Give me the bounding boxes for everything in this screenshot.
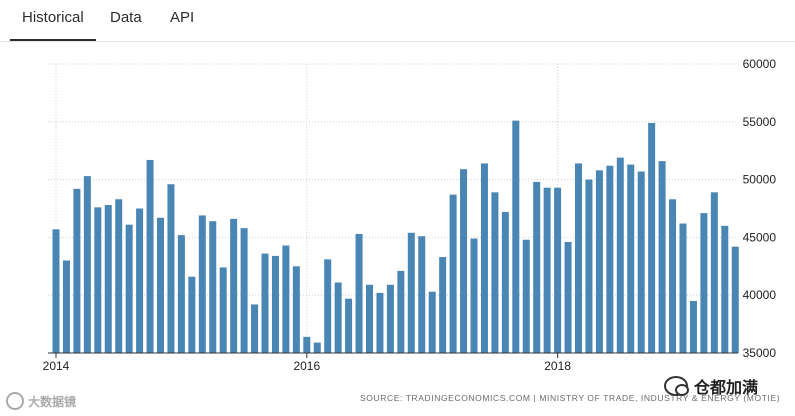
x-tick-label: 2014 [43,359,70,373]
bar [104,205,112,353]
bar [251,304,259,353]
bar [324,259,332,353]
bar [648,122,656,354]
source-note: SOURCE: TRADINGECONOMICS.COM | MINISTRY … [360,393,781,403]
bar [627,164,635,353]
bar [188,276,196,353]
bar [282,245,290,353]
tab-api[interactable]: API [170,9,195,26]
bar [669,199,677,353]
bar [397,270,405,353]
bar [585,179,593,353]
bar [689,300,697,353]
tab-bar: Historical Data API [0,0,795,42]
bar [501,211,509,353]
bar [94,207,102,353]
bar [376,292,384,353]
bar [731,246,739,353]
bar [407,232,415,353]
bar [313,342,321,353]
bar [62,260,70,353]
bar [637,171,645,353]
bar [146,159,154,353]
bar [595,170,603,353]
bar [564,242,572,353]
watermark-left-text: 大数据镜 [28,394,77,409]
bar [125,224,133,353]
bar [386,284,394,353]
y-tick-label: 60000 [743,57,777,71]
bar [209,221,217,353]
bar [355,233,363,353]
watermark-right: 仓都加满 [664,374,758,398]
bar [219,267,227,353]
bar [616,157,624,353]
bar [230,218,238,353]
bar [177,235,185,353]
bar [334,282,342,353]
bar [543,187,551,353]
bar [292,266,300,353]
watermark-right-text: 仓都加满 [694,380,759,397]
bar [700,213,708,353]
y-tick-label: 50000 [743,173,777,187]
bar [345,298,353,353]
x-tick-label: 2016 [293,359,320,373]
bar [428,291,436,353]
bar [522,239,530,353]
bar [240,228,248,353]
bar [449,194,457,353]
bar [366,284,373,353]
bar [157,217,164,353]
y-tick-label: 35000 [743,346,777,360]
watermark-left: 大数据镜 [6,392,76,410]
bar [83,176,91,353]
bar [533,181,541,353]
logo-icon [6,392,24,410]
bar [575,163,582,353]
bar [418,236,426,353]
bar [136,208,144,353]
bar [198,215,206,353]
bar [52,229,60,353]
bar [679,223,687,353]
y-tick-label: 55000 [743,115,777,129]
wechat-icon [664,376,689,396]
tab-data[interactable]: Data [110,9,142,26]
y-tick-label: 40000 [743,288,777,302]
bar [271,255,279,353]
bar [303,336,311,353]
bar [710,192,718,353]
y-tick-label: 45000 [743,230,777,244]
bar [73,188,81,353]
bar [721,225,729,353]
bar [439,257,447,353]
bar [460,169,468,353]
bar [470,238,478,353]
tab-historical[interactable]: Historical [10,9,96,41]
bar [261,253,269,353]
bar [606,165,614,353]
x-tick-label: 2018 [544,359,571,373]
bar [658,161,666,353]
bar [480,163,488,353]
bar [115,199,123,353]
bar [554,187,562,353]
bar [167,184,175,353]
bar [512,120,520,353]
bar [491,192,499,353]
